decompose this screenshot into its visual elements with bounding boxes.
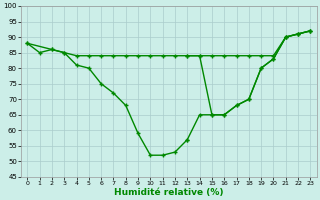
X-axis label: Humidité relative (%): Humidité relative (%) [114, 188, 224, 197]
